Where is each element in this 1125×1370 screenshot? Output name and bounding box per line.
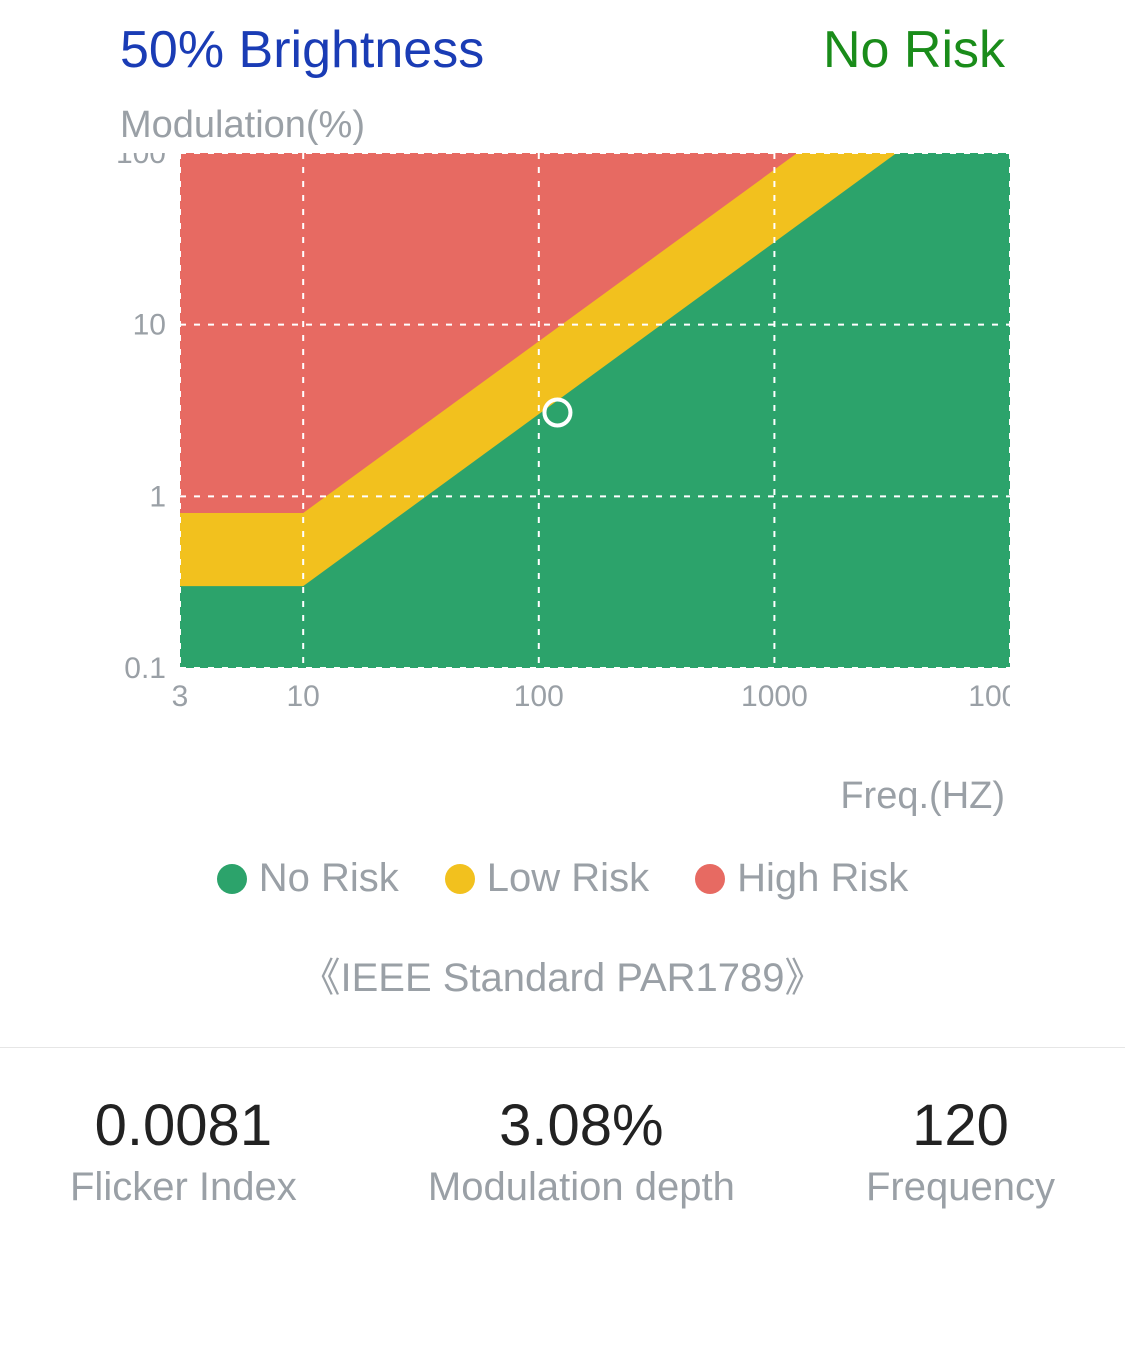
metric-modulation-depth: 3.08% Modulation depth bbox=[428, 1092, 735, 1210]
metric-value: 3.08% bbox=[499, 1092, 663, 1159]
metric-value: 120 bbox=[912, 1092, 1009, 1159]
y-axis-label: Modulation(%) bbox=[0, 104, 1125, 147]
legend-dot-icon bbox=[445, 864, 475, 894]
risk-chart: 3 10 100 1000 10000 0.1 1 10 100 bbox=[0, 153, 1125, 719]
svg-text:100: 100 bbox=[116, 153, 166, 170]
svg-text:10: 10 bbox=[133, 309, 166, 342]
metric-flicker-index: 0.0081 Flicker Index bbox=[70, 1092, 297, 1210]
risk-zone-plot: 3 10 100 1000 10000 0.1 1 10 100 bbox=[110, 153, 1010, 714]
x-axis-label: Freq.(HZ) bbox=[0, 775, 1125, 818]
standard-reference: 《IEEE Standard PAR1789》 bbox=[0, 945, 1125, 1003]
metric-label: Flicker Index bbox=[70, 1165, 297, 1210]
svg-text:0.1: 0.1 bbox=[124, 652, 166, 685]
legend-item-high-risk: High Risk bbox=[695, 856, 908, 901]
metric-frequency: 120 Frequency bbox=[866, 1092, 1055, 1210]
svg-text:1000: 1000 bbox=[741, 680, 808, 713]
svg-text:3: 3 bbox=[172, 680, 189, 713]
legend-label: No Risk bbox=[259, 856, 399, 901]
legend-item-low-risk: Low Risk bbox=[445, 856, 649, 901]
risk-status: No Risk bbox=[823, 20, 1005, 80]
metric-label: Modulation depth bbox=[428, 1165, 735, 1210]
legend: No Risk Low Risk High Risk bbox=[0, 856, 1125, 901]
metric-label: Frequency bbox=[866, 1165, 1055, 1210]
metrics-row: 0.0081 Flicker Index 3.08% Modulation de… bbox=[0, 1048, 1125, 1210]
legend-label: Low Risk bbox=[487, 856, 649, 901]
legend-dot-icon bbox=[695, 864, 725, 894]
legend-dot-icon bbox=[217, 864, 247, 894]
brightness-title: 50% Brightness bbox=[120, 20, 484, 80]
legend-label: High Risk bbox=[737, 856, 908, 901]
svg-text:10: 10 bbox=[287, 680, 320, 713]
svg-text:100: 100 bbox=[514, 680, 564, 713]
svg-text:1: 1 bbox=[149, 480, 166, 513]
metric-value: 0.0081 bbox=[95, 1092, 272, 1159]
legend-item-no-risk: No Risk bbox=[217, 856, 399, 901]
header: 50% Brightness No Risk bbox=[0, 0, 1125, 80]
svg-text:10000: 10000 bbox=[968, 680, 1010, 713]
